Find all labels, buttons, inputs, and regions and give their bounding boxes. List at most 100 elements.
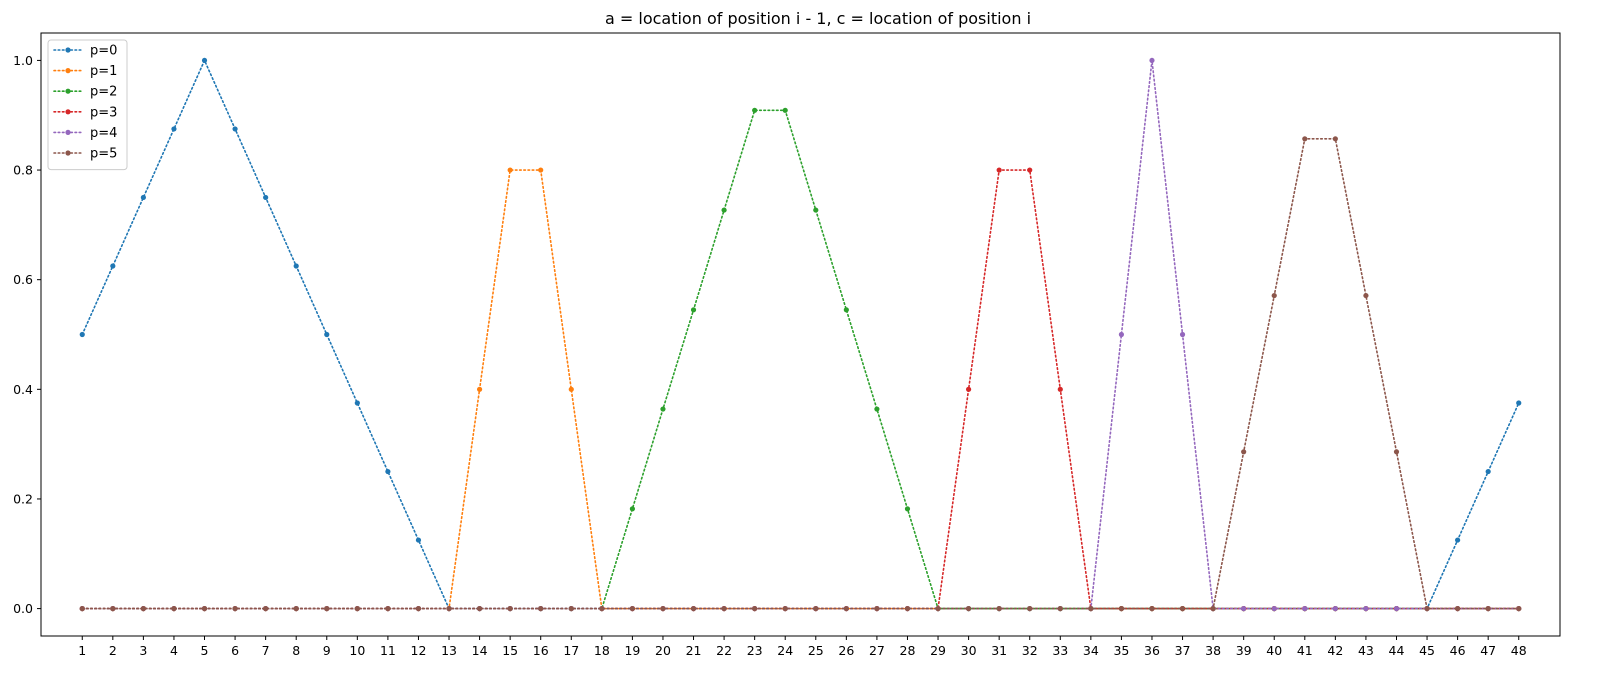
data-point bbox=[965, 386, 972, 392]
data-point bbox=[507, 167, 513, 173]
y-tick-label: 0.4 bbox=[13, 382, 33, 397]
data-point bbox=[385, 468, 391, 475]
data-point bbox=[1485, 468, 1491, 475]
data-point bbox=[110, 263, 116, 269]
data-point bbox=[1027, 605, 1033, 612]
data-point bbox=[1332, 605, 1338, 612]
data-point bbox=[171, 126, 177, 132]
x-tick-label: 42 bbox=[1327, 643, 1343, 658]
x-tick-label: 45 bbox=[1419, 643, 1435, 658]
x-tick-label: 24 bbox=[777, 643, 793, 658]
data-point bbox=[263, 194, 269, 201]
data-point bbox=[1516, 400, 1522, 406]
legend-swatch-marker bbox=[65, 68, 71, 74]
data-point bbox=[599, 605, 605, 612]
legend: p=0 p=1 p=2 p=3 p=4 p=5 bbox=[47, 39, 128, 171]
legend-item-p=3: p=3 bbox=[53, 105, 117, 120]
data-point bbox=[843, 605, 849, 612]
data-point bbox=[1363, 292, 1369, 299]
legend-swatch-marker bbox=[65, 129, 71, 135]
x-tick-label: 20 bbox=[655, 643, 671, 658]
data-point bbox=[813, 605, 819, 612]
series-line bbox=[81, 169, 1520, 610]
x-tick-label: 44 bbox=[1389, 643, 1405, 658]
x-tick-label: 12 bbox=[411, 643, 427, 658]
data-point bbox=[1118, 605, 1125, 612]
x-tick-label: 19 bbox=[624, 643, 640, 658]
x-tick-label: 22 bbox=[716, 643, 732, 658]
data-point bbox=[140, 605, 146, 612]
x-tick-label: 21 bbox=[686, 643, 702, 658]
x-tick-label: 7 bbox=[262, 643, 270, 658]
x-tick-label: 26 bbox=[838, 643, 854, 658]
data-point bbox=[232, 126, 238, 132]
series-layer bbox=[79, 57, 1522, 612]
x-tick-label: 15 bbox=[502, 643, 518, 658]
x-tick-label: 32 bbox=[1022, 643, 1038, 658]
data-point bbox=[1241, 449, 1247, 455]
x-tick-label: 5 bbox=[201, 643, 209, 658]
x-tick-label: 18 bbox=[594, 643, 610, 658]
data-point bbox=[965, 605, 972, 612]
x-tick-label: 31 bbox=[991, 643, 1007, 658]
y-tick-label: 1.0 bbox=[13, 53, 33, 68]
data-point bbox=[690, 605, 697, 612]
data-point bbox=[1088, 605, 1094, 612]
legend-swatch-marker bbox=[65, 150, 71, 156]
data-point bbox=[813, 207, 819, 213]
data-point bbox=[1424, 605, 1430, 612]
data-point bbox=[201, 605, 208, 612]
legend-swatch-marker bbox=[65, 47, 71, 53]
x-tick-label: 9 bbox=[323, 643, 331, 658]
data-point bbox=[660, 406, 666, 412]
data-point bbox=[324, 605, 330, 612]
data-point bbox=[1149, 57, 1155, 64]
data-point bbox=[874, 605, 880, 612]
data-point bbox=[1393, 605, 1400, 612]
data-point bbox=[904, 506, 911, 512]
data-point bbox=[1393, 449, 1400, 455]
x-tick-label: 37 bbox=[1175, 643, 1191, 658]
x-tick-label: 41 bbox=[1297, 643, 1313, 658]
data-point bbox=[782, 107, 788, 113]
x-tick-label: 46 bbox=[1450, 643, 1466, 658]
data-point bbox=[140, 194, 146, 201]
x-tick-label: 8 bbox=[292, 643, 300, 658]
legend-label: p=4 bbox=[90, 126, 117, 141]
data-point bbox=[507, 605, 513, 612]
legend-item-p=0: p=0 bbox=[53, 44, 117, 59]
data-point bbox=[1149, 605, 1155, 612]
data-point bbox=[293, 605, 299, 612]
series-p=2 bbox=[79, 107, 1522, 612]
data-point bbox=[1210, 605, 1216, 612]
data-point bbox=[1271, 605, 1277, 612]
data-point bbox=[354, 605, 360, 612]
x-tick-label: 1 bbox=[78, 643, 86, 658]
data-point bbox=[1057, 386, 1063, 392]
x-tick-label: 25 bbox=[808, 643, 824, 658]
data-point bbox=[171, 605, 177, 612]
legend-item-p=4: p=4 bbox=[53, 126, 117, 141]
data-point bbox=[1271, 292, 1277, 299]
legend-swatch-marker bbox=[65, 88, 71, 94]
data-point bbox=[1332, 136, 1338, 142]
data-point bbox=[201, 57, 208, 64]
legend-swatch-marker bbox=[65, 109, 71, 115]
legend-item-p=2: p=2 bbox=[53, 85, 117, 100]
data-point bbox=[1179, 331, 1186, 338]
x-tick-label: 28 bbox=[900, 643, 916, 658]
x-tick-label: 48 bbox=[1511, 643, 1527, 658]
data-point bbox=[1057, 605, 1063, 612]
x-tick-label: 47 bbox=[1480, 643, 1496, 658]
x-tick-label: 16 bbox=[533, 643, 549, 658]
data-point bbox=[1363, 605, 1369, 612]
x-tick-label: 17 bbox=[563, 643, 579, 658]
x-tick-label: 38 bbox=[1205, 643, 1221, 658]
series-p=1 bbox=[79, 167, 1522, 612]
x-tick-label: 39 bbox=[1236, 643, 1252, 658]
x-tick-label: 34 bbox=[1083, 643, 1099, 658]
legend-label: p=2 bbox=[90, 85, 117, 100]
x-tick-label: 36 bbox=[1144, 643, 1160, 658]
y-tick-label: 0.6 bbox=[13, 272, 33, 287]
